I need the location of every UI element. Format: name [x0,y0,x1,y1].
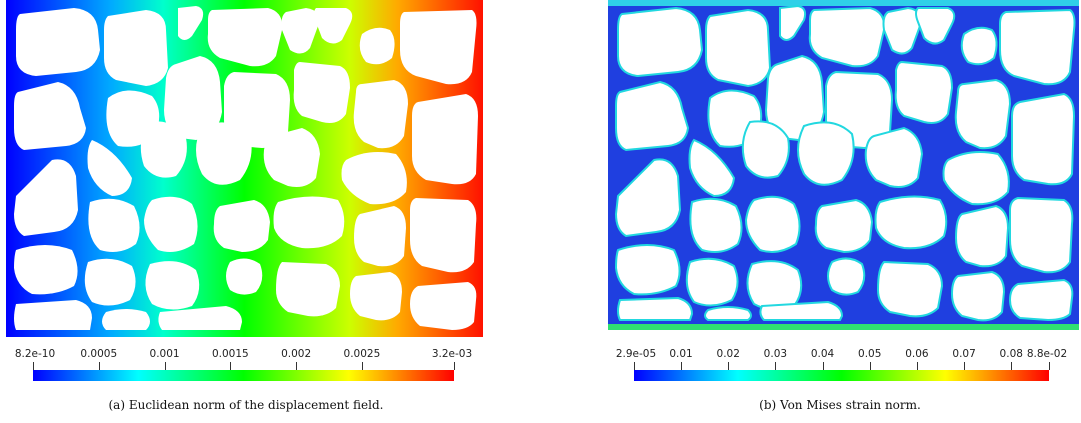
top-edge-strain [608,0,1079,6]
bottom-edge-strain [608,324,1079,330]
colorbar-tick-label: 0.0005 [80,348,118,360]
colorbar-tick-label: 0.01 [669,348,693,360]
colorbar-tick-label: 8.8e-02 [1026,348,1068,360]
strain-field-plot [608,0,1079,330]
colorbar-tick-mark [634,362,635,370]
figure-b: 2.9e-05 0.01 0.02 0.03 0.04 0.05 0.06 0.07 0.08 8… [600,0,1081,423]
colorbar-tick-mark [1011,362,1013,370]
colorbar-tick-mark [361,362,363,370]
colorbar-tick-label: 0.04 [810,348,835,360]
colorbar-tick-label: 0.0025 [343,348,381,360]
colorbar-tick-mark [775,362,777,370]
figure-a: 8.2e-10 0.0005 0.001 0.0015 0.002 0.0025 3.2e-… [0,0,490,423]
colorbar-tick-mark [454,362,455,370]
colorbar-gradient [634,370,1049,381]
colorbar-tick-label: 8.2e-10 [14,348,56,360]
pore-holes [14,6,478,330]
figure-caption: (a) Euclidean norm of the displacement f… [108,398,384,412]
colorbar-tick-label: 0.06 [905,348,929,360]
colorbar-tick-label: 0.001 [149,348,180,360]
colorbar-tick-label: 0.03 [763,348,788,360]
colorbar-tick-mark [869,362,871,370]
colorbar-tick-mark [1049,362,1050,370]
displacement-field-plot [6,0,483,337]
colorbar-tick-label: 2.9e-05 [615,348,657,360]
colorbar-tick-label: 0.02 [716,348,740,360]
colorbar-tick-mark [822,362,824,370]
colorbar-gradient [33,370,454,381]
colorbar-tick-label: 0.0015 [211,348,249,360]
colorbar-tick-mark [681,362,683,370]
colorbar-tick-mark [916,362,918,370]
colorbar-tick-label: 0.05 [858,348,882,360]
colorbar-a [33,370,454,381]
colorbar-tick-mark [964,362,966,370]
colorbar-b [634,370,1049,381]
pore-holes [614,4,1076,322]
colorbar-tick-mark [230,362,232,370]
colorbar-tick-label: 3.2e-03 [431,348,473,360]
colorbar-tick-mark [164,362,166,370]
colorbar-tick-mark [33,362,34,370]
colorbar-tick-mark [98,362,100,370]
colorbar-tick-mark [728,362,730,370]
figure-caption: (b) Von Mises strain norm. [759,398,921,412]
colorbar-tick-mark [296,362,298,370]
colorbar-tick-label: 0.002 [281,348,312,360]
colorbar-tick-label: 0.08 [999,348,1023,360]
colorbar-tick-label: 0.07 [952,348,976,360]
